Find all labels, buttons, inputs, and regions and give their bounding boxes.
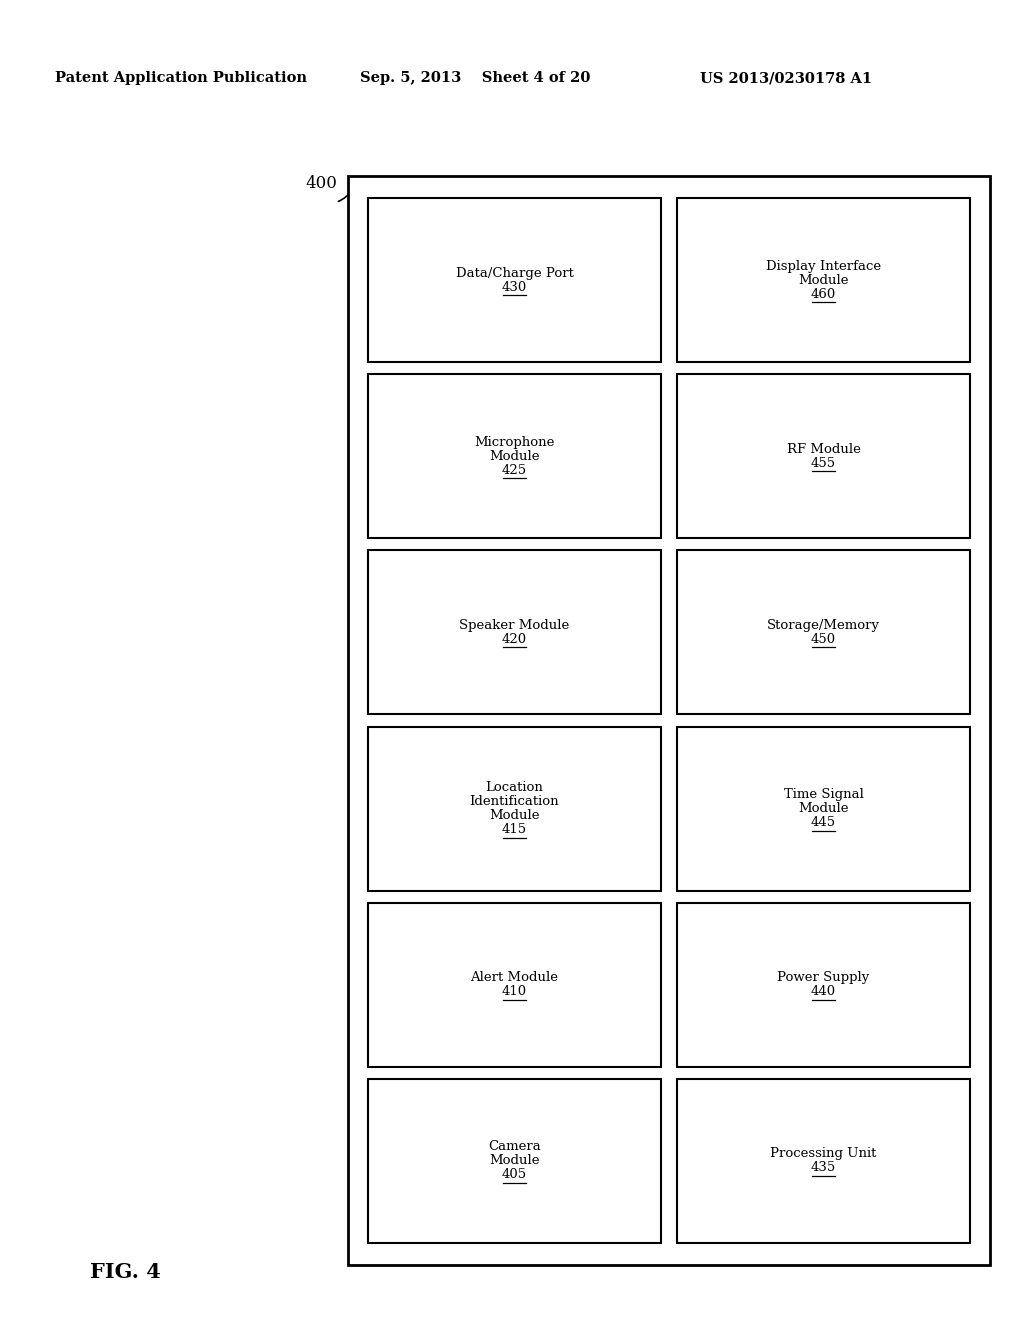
- Text: Storage/Memory: Storage/Memory: [767, 619, 880, 632]
- Text: 445: 445: [811, 816, 836, 829]
- Text: 410: 410: [502, 985, 527, 998]
- Text: 455: 455: [811, 457, 836, 470]
- Text: Power Supply: Power Supply: [777, 972, 869, 985]
- Text: 435: 435: [811, 1162, 837, 1175]
- Text: Module: Module: [489, 1155, 540, 1167]
- Text: Module: Module: [799, 273, 849, 286]
- Text: US 2013/0230178 A1: US 2013/0230178 A1: [700, 71, 872, 84]
- Text: Data/Charge Port: Data/Charge Port: [456, 267, 573, 280]
- Text: Module: Module: [799, 803, 849, 814]
- Text: 460: 460: [811, 288, 837, 301]
- Text: Display Interface: Display Interface: [766, 260, 881, 273]
- Text: RF Module: RF Module: [786, 442, 860, 455]
- Text: 440: 440: [811, 985, 836, 998]
- Text: Module: Module: [489, 450, 540, 463]
- Text: Location: Location: [485, 781, 544, 795]
- Text: 430: 430: [502, 281, 527, 293]
- Text: 420: 420: [502, 632, 527, 645]
- Text: 405: 405: [502, 1168, 527, 1181]
- Text: Patent Application Publication: Patent Application Publication: [55, 71, 307, 84]
- Text: FIG. 4: FIG. 4: [90, 1262, 161, 1282]
- Text: Microphone: Microphone: [474, 436, 555, 449]
- Text: Sep. 5, 2013    Sheet 4 of 20: Sep. 5, 2013 Sheet 4 of 20: [360, 71, 591, 84]
- Text: Processing Unit: Processing Unit: [770, 1147, 877, 1160]
- Text: Alert Module: Alert Module: [470, 972, 558, 985]
- Text: Speaker Module: Speaker Module: [460, 619, 569, 632]
- Text: Camera: Camera: [488, 1140, 541, 1154]
- Text: 415: 415: [502, 824, 527, 836]
- Text: Time Signal: Time Signal: [783, 788, 863, 801]
- Text: 450: 450: [811, 632, 836, 645]
- Text: Identification: Identification: [470, 795, 559, 808]
- Text: Module: Module: [489, 809, 540, 822]
- Text: 425: 425: [502, 463, 527, 477]
- Text: 400: 400: [305, 174, 337, 191]
